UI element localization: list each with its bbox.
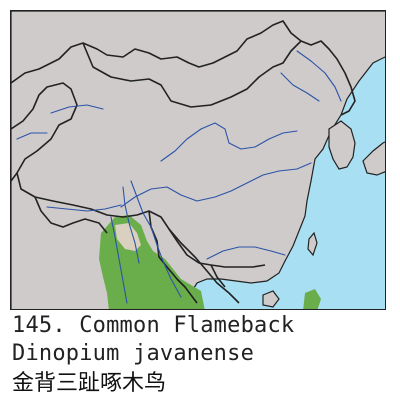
river-tarim — [50, 104, 104, 114]
river-salween — [122, 186, 140, 264]
korea-peninsula — [328, 120, 356, 170]
map-caption: 145. Common Flameback Dinopium javanense… — [12, 312, 392, 400]
border-west — [11, 82, 266, 268]
species-range-hainan — [303, 289, 321, 309]
river-irrawaddy — [110, 216, 128, 304]
japan-fragment — [362, 141, 385, 176]
river-west-tributary — [16, 132, 48, 140]
rivers — [16, 50, 342, 304]
hainan — [262, 290, 280, 308]
border-north — [11, 20, 356, 116]
river-heilong-branch — [280, 72, 320, 102]
borders — [11, 20, 356, 304]
border-mongolia — [82, 40, 302, 108]
species-chinese-name: 金背三趾啄木鸟 — [12, 371, 167, 396]
range-gap-patch — [115, 223, 141, 251]
river-mekong — [130, 180, 182, 298]
river-pearl — [206, 246, 286, 260]
distribution-map — [10, 10, 386, 310]
river-yellow — [160, 122, 298, 162]
species-number-common-name: 145. Common Flameback — [12, 313, 295, 338]
species-scientific-name: Dinopium javanense — [12, 341, 255, 366]
river-brahmaputra — [46, 204, 122, 212]
river-yangtze — [120, 162, 312, 208]
taiwan — [307, 231, 318, 257]
border-himalaya — [11, 172, 108, 234]
river-amur — [296, 50, 342, 102]
